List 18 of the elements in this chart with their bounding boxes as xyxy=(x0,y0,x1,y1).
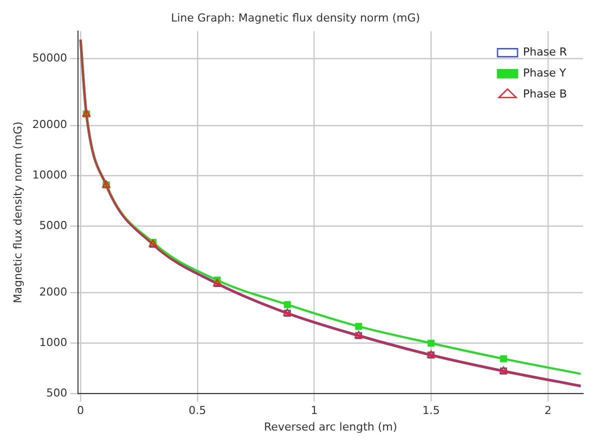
y-tick-label: 10000 xyxy=(32,168,68,182)
x-tick-label: 0 xyxy=(77,404,84,418)
legend-label: Phase Y xyxy=(523,66,566,80)
x-axis-title: Reversed arc length (m) xyxy=(264,420,398,434)
chart-title: Line Graph: Magnetic flux density norm (mG) xyxy=(170,11,420,24)
x-tick-label: 1 xyxy=(310,404,318,418)
x-tick-label: 2 xyxy=(544,404,552,418)
x-tick-label: 1.5 xyxy=(422,404,440,418)
y-tick-label: 50000 xyxy=(32,52,68,65)
y-axis-title: Magnetic flux density norm (mG) xyxy=(11,122,24,304)
legend-label: Phase B xyxy=(523,88,567,101)
y-tick-label: 20000 xyxy=(32,118,68,132)
legend-label: Phase R xyxy=(523,46,568,59)
y-tick-label: 500 xyxy=(46,386,68,400)
y-tick-label: 5000 xyxy=(39,219,68,232)
y-tick-label: 1000 xyxy=(39,336,68,350)
x-tick-label: 0.5 xyxy=(188,404,206,418)
y-tick-label: 2000 xyxy=(39,286,68,299)
